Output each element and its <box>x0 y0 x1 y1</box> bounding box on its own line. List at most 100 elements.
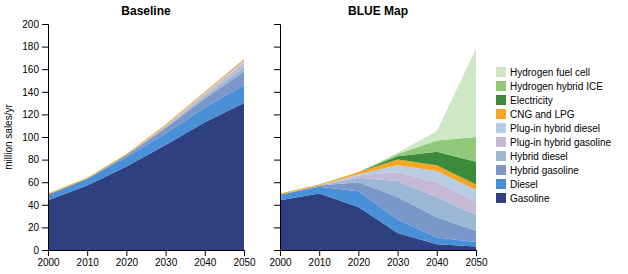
tick <box>274 137 280 138</box>
tick-mark <box>205 250 206 256</box>
tick: 2050 <box>233 250 256 268</box>
tick: 2010 <box>77 250 100 268</box>
tick <box>274 24 280 25</box>
legend-item: Hydrogen fuel cell <box>496 67 590 78</box>
legend-label: Hybrid diesel <box>510 151 568 162</box>
tick-label: 2030 <box>155 257 178 268</box>
tick-mark <box>319 250 320 256</box>
legend-swatch <box>496 151 506 161</box>
tick: 100 <box>22 132 48 143</box>
axis-line <box>281 251 477 257</box>
legend-swatch <box>496 179 506 189</box>
axis-line <box>274 25 281 251</box>
tick-mark <box>166 250 167 256</box>
area <box>48 60 244 194</box>
tick-label: 160 <box>22 64 39 75</box>
legend-label: Hydrogen hybrid ICE <box>510 81 603 92</box>
tick-mark <box>274 47 280 48</box>
tick: 180 <box>22 41 48 52</box>
tick: 160 <box>22 64 48 75</box>
tick-mark <box>87 250 88 256</box>
legend-item: Diesel <box>496 179 538 190</box>
tick-mark <box>42 47 48 48</box>
area <box>48 59 244 193</box>
tick-mark <box>274 69 280 70</box>
tick: 2050 <box>465 250 488 268</box>
axis-line <box>49 251 245 257</box>
y-axis: 020406080100120140160180200 <box>22 19 48 256</box>
tick <box>274 92 280 93</box>
tick-label: 80 <box>28 154 40 165</box>
tick: 80 <box>28 154 48 165</box>
tick-label: 120 <box>22 109 39 120</box>
legend-label: Electricity <box>510 95 553 106</box>
legend-item: Hybrid gasoline <box>496 165 579 176</box>
tick: 2040 <box>194 250 217 268</box>
legend-item: Gasoline <box>496 193 550 204</box>
panel: 2000201020202030204020500204060801001201… <box>3 4 256 268</box>
tick: 2030 <box>387 250 410 268</box>
tick-mark <box>42 160 48 161</box>
tick <box>274 69 280 70</box>
tick-label: 180 <box>22 41 39 52</box>
area <box>48 103 244 250</box>
tick <box>274 227 280 228</box>
legend-label: CNG and LPG <box>510 109 575 120</box>
tick: 2040 <box>426 250 449 268</box>
tick: 0 <box>33 245 48 256</box>
tick-label: 60 <box>28 177 40 188</box>
axis-line <box>42 25 49 251</box>
tick-label: 2000 <box>37 257 60 268</box>
plot-area <box>280 49 476 250</box>
tick-label: 2040 <box>194 257 217 268</box>
y-axis-title: million sales/yr <box>3 104 14 170</box>
tick-mark <box>274 137 280 138</box>
tick-label: 20 <box>28 222 40 233</box>
x-axis: 2000 2010 2020 2030 2040 2050 <box>269 250 488 268</box>
tick-mark <box>274 24 280 25</box>
tick-label: 0 <box>33 245 39 256</box>
tick-mark <box>274 114 280 115</box>
tick <box>274 182 280 183</box>
legend-item: Plug-in hybrid gasoline <box>496 137 612 148</box>
area <box>48 59 244 195</box>
area <box>48 62 244 194</box>
tick: 2030 <box>155 250 178 268</box>
tick-mark <box>437 250 438 256</box>
legend-swatch <box>496 137 506 147</box>
tick-label: 100 <box>22 132 39 143</box>
panel: 200020102020203020402050BLUE Map <box>269 4 488 268</box>
tick-mark <box>42 92 48 93</box>
tick-mark <box>398 250 399 256</box>
tick-mark <box>476 250 477 256</box>
tick-mark <box>274 250 280 251</box>
tick-mark <box>42 137 48 138</box>
tick: 120 <box>22 109 48 120</box>
area <box>280 49 476 194</box>
tick: 2000 <box>269 250 292 268</box>
legend-label: Gasoline <box>510 193 550 204</box>
tick-label: 2040 <box>426 257 449 268</box>
legend-swatch <box>496 123 506 133</box>
area <box>280 137 476 194</box>
title: Baseline <box>121 4 171 18</box>
tick <box>274 114 280 115</box>
tick: 40 <box>28 200 48 211</box>
tick-mark <box>42 69 48 70</box>
tick-mark <box>274 92 280 93</box>
tick-mark <box>42 114 48 115</box>
legend-swatch <box>496 165 506 175</box>
tick-label: 2010 <box>77 257 100 268</box>
tick: 140 <box>22 87 48 98</box>
tick <box>274 205 280 206</box>
area <box>48 59 244 193</box>
tick <box>274 47 280 48</box>
legend-swatch <box>496 67 506 77</box>
plot-area <box>48 59 244 250</box>
tick-mark <box>42 250 48 251</box>
tick: 2000 <box>37 250 60 268</box>
tick: 2020 <box>348 250 371 268</box>
tick-mark <box>42 24 48 25</box>
x-axis: 200020102020203020402050 <box>37 250 256 268</box>
tick-label: 2010 <box>309 257 332 268</box>
